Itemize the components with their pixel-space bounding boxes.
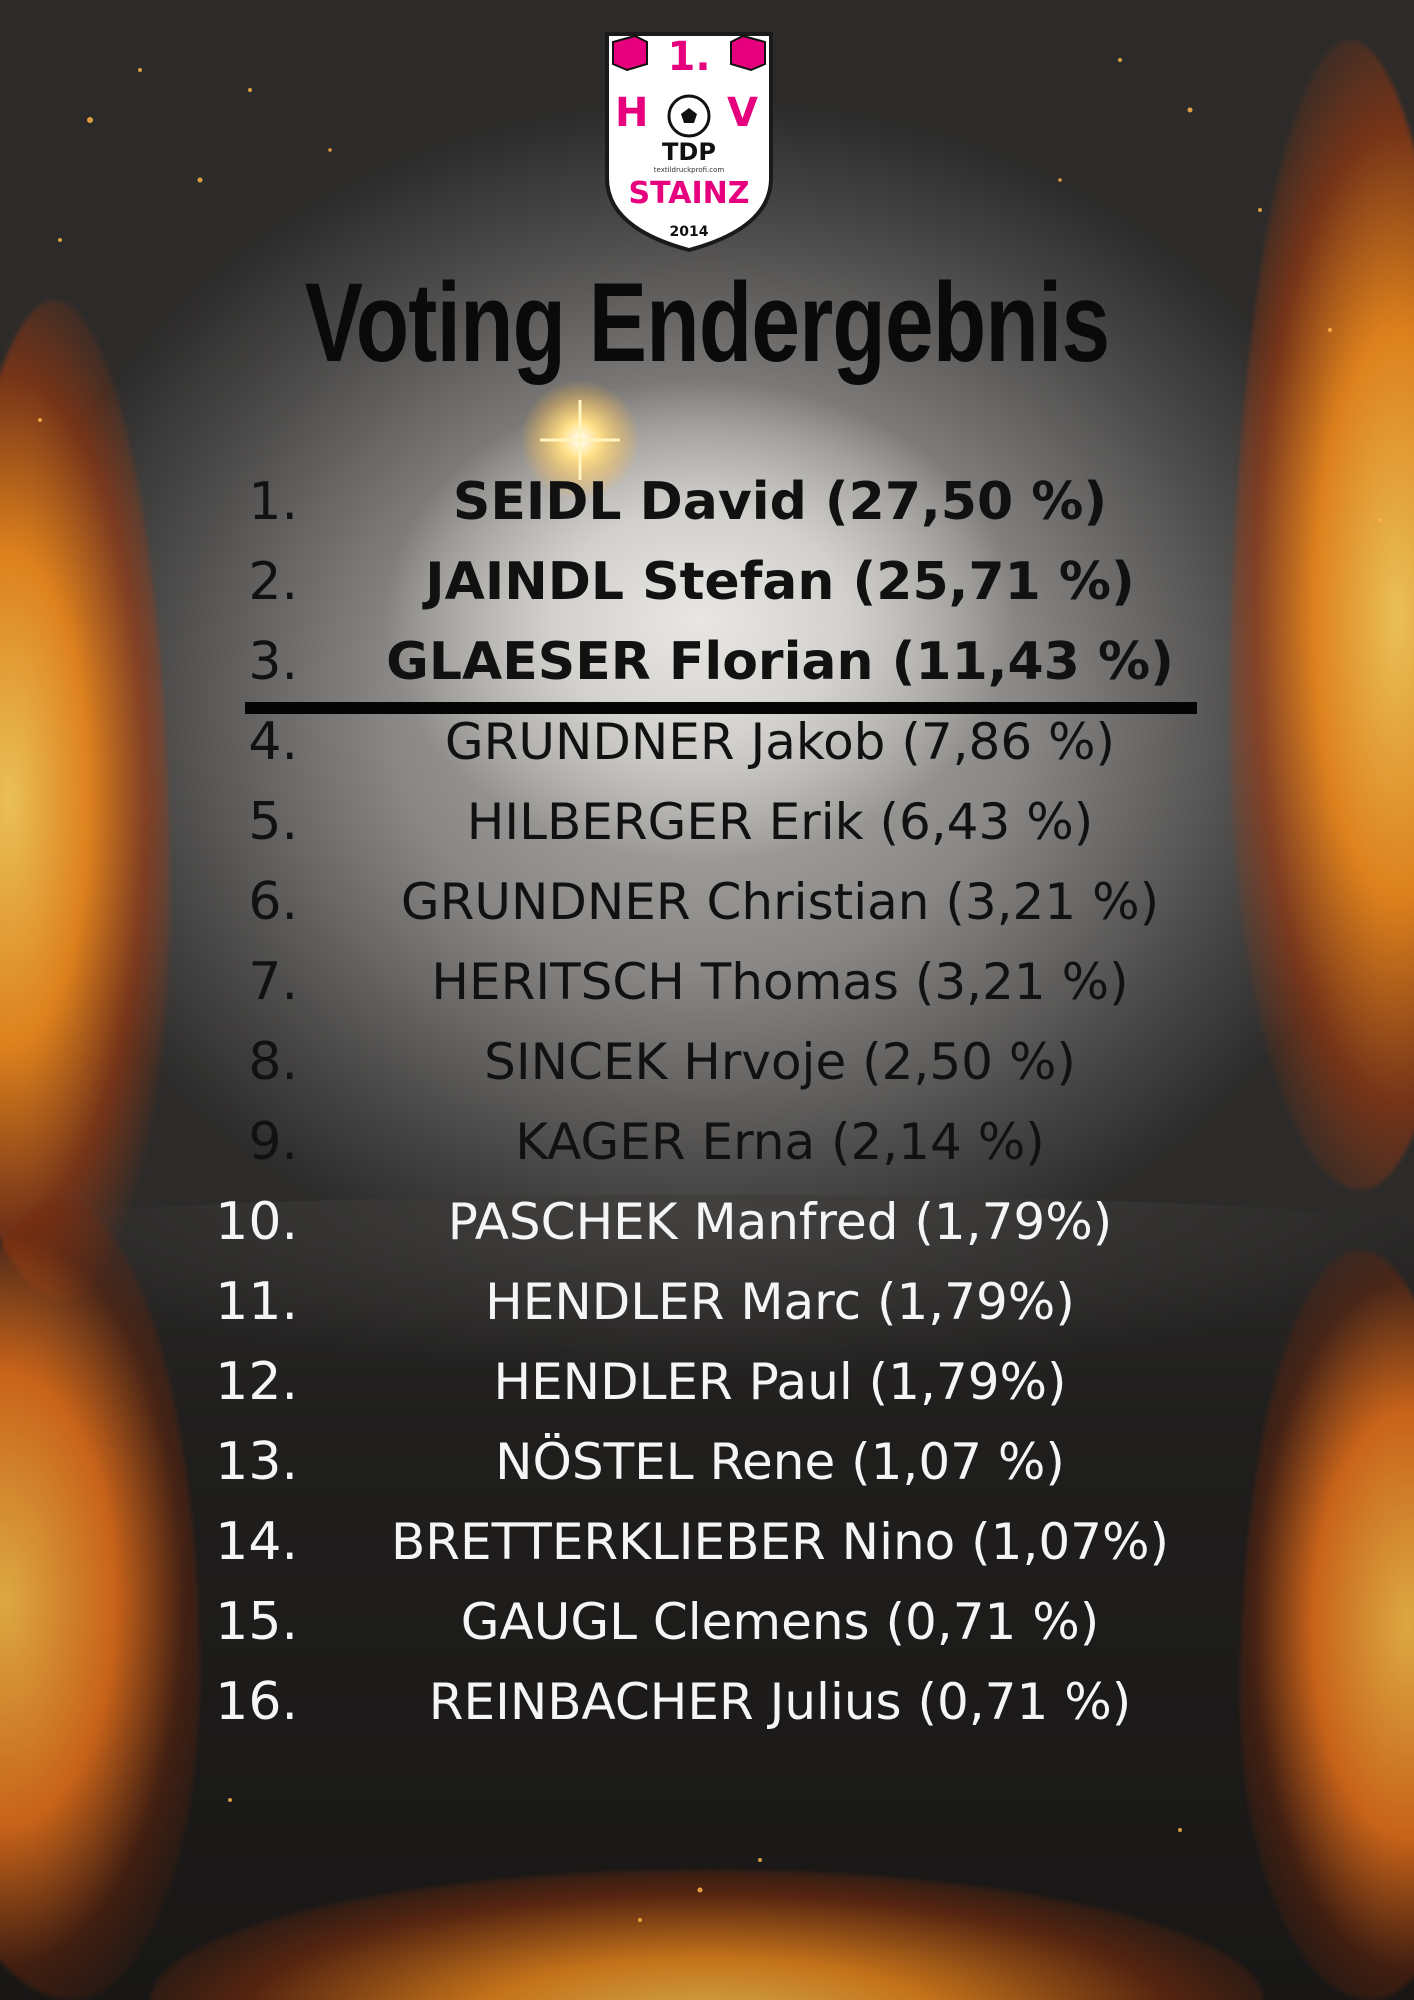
left-jersey-icon — [612, 34, 648, 72]
candidate-result: NÖSTEL Rene (1,07 %) — [495, 1433, 1065, 1491]
ember-particles — [38, 58, 1382, 1922]
rank-number: 4. — [248, 712, 298, 772]
candidate-result: GRUNDNER Christian (3,21 %) — [400, 873, 1160, 931]
football-patch — [681, 108, 697, 123]
logo-letter-v: V — [727, 90, 758, 136]
ranking-row: 3. GLAESER Florian (11,43 %) — [0, 622, 1414, 702]
rank-number: 13. — [215, 1432, 298, 1492]
candidate-result: PASCHEK Manfred (1,79%) — [447, 1193, 1113, 1251]
logo-tdp: TDP — [662, 138, 716, 166]
podium-divider — [245, 702, 1197, 714]
rank-number: 11. — [215, 1272, 298, 1332]
candidate-result: SEIDL David (27,50 %) — [452, 472, 1108, 532]
rank-number: 8. — [248, 1032, 298, 1092]
candidate-result: BRETTERKLIEBER Nino (1,07%) — [390, 1513, 1170, 1571]
rank-number: 7. — [248, 952, 298, 1012]
candidate-result: KAGER Erna (2,14 %) — [515, 1113, 1045, 1171]
candidate-result: GRUNDNER Jakob (7,86 %) — [444, 713, 1116, 771]
right-jersey-icon — [730, 34, 766, 72]
dark-ground — [0, 1195, 1414, 2000]
ranking-row: 16. REINBACHER Julius (0,71 %) — [0, 1662, 1414, 1742]
ranking-row: 6. GRUNDNER Christian (3,21 %) — [0, 862, 1414, 942]
rank-number: 15. — [215, 1592, 298, 1652]
rank-number: 6. — [248, 872, 298, 932]
rank-number: 16. — [215, 1672, 298, 1732]
ranking-row: 11. HENDLER Marc (1,79%) — [0, 1262, 1414, 1342]
logo-number: 1. — [667, 34, 711, 80]
ranking-row: 5. HILBERGER Erik (6,43 %) — [0, 782, 1414, 862]
logo-lettering: 1. H V TDP textildruckprofi.com STAINZ 2… — [601, 28, 777, 254]
club-logo — [605, 32, 773, 253]
ranking-row: 2. JAINDL Stefan (25,71 %) — [0, 542, 1414, 622]
logo-website: textildruckprofi.com — [653, 166, 725, 174]
ranking-row: 13. NÖSTEL Rene (1,07 %) — [0, 1422, 1414, 1502]
ranking-row: 7. HERITSCH Thomas (3,21 %) — [0, 942, 1414, 1022]
candidate-result: GAUGL Clemens (0,71 %) — [460, 1593, 1100, 1651]
ranking-row: 9. KAGER Erna (2,14 %) — [0, 1102, 1414, 1182]
ranking-row: 8. SINCEK Hrvoje (2,50 %) — [0, 1022, 1414, 1102]
rank-number: 10. — [215, 1192, 298, 1252]
candidate-result: REINBACHER Julius (0,71 %) — [428, 1673, 1132, 1731]
ranking-list: 1. SEIDL David (27,50 %) 2. JAINDL Stefan (… — [0, 462, 1414, 1742]
candidate-result: HILBERGER Erik (6,43 %) — [466, 793, 1094, 851]
candidate-result: SINCEK Hrvoje (2,50 %) — [484, 1033, 1076, 1091]
rank-number: 2. — [248, 552, 298, 612]
candidate-result: GLAESER Florian (11,43 %) — [386, 632, 1174, 692]
ranking-row: 14. BRETTERKLIEBER Nino (1,07%) — [0, 1502, 1414, 1582]
ranking-row: 15. GAUGL Clemens (0,71 %) — [0, 1582, 1414, 1662]
logo-letter-h: H — [615, 90, 649, 136]
logo-year: 2014 — [669, 224, 709, 240]
rank-number: 1. — [248, 472, 298, 532]
ranking-row: 12. HENDLER Paul (1,79%) — [0, 1342, 1414, 1422]
candidate-result: HENDLER Marc (1,79%) — [485, 1273, 1075, 1331]
candidate-result: JAINDL Stefan (25,71 %) — [425, 552, 1135, 612]
ranking-row: 4. GRUNDNER Jakob (7,86 %) — [0, 702, 1414, 782]
candidate-result: HENDLER Paul (1,79%) — [493, 1353, 1067, 1411]
page-title: Voting Endergebnis — [304, 260, 1110, 385]
rank-number: 14. — [215, 1512, 298, 1572]
rank-number: 12. — [215, 1352, 298, 1412]
rank-number: 5. — [248, 792, 298, 852]
rank-number: 9. — [248, 1112, 298, 1172]
logo-stainz: STAINZ — [628, 176, 750, 211]
ranking-row: 10. PASCHEK Manfred (1,79%) — [0, 1182, 1414, 1262]
rank-number: 3. — [248, 632, 298, 692]
shield-shape — [605, 32, 773, 253]
candidate-result: HERITSCH Thomas (3,21 %) — [431, 953, 1129, 1011]
ranking-row: 1. SEIDL David (27,50 %) — [0, 462, 1414, 542]
